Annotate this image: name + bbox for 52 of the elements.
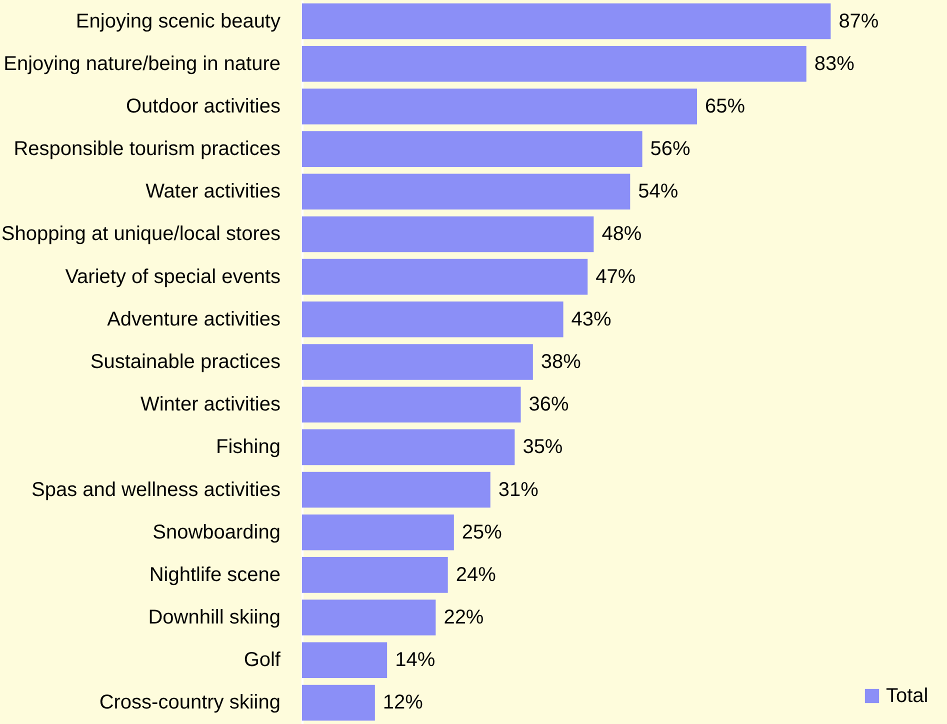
y-tick-label: Outdoor activities — [126, 95, 280, 118]
y-tick-label: Sustainable practices — [90, 351, 280, 373]
bar — [302, 174, 630, 210]
bar — [302, 386, 521, 422]
y-tick-label: Golf — [244, 649, 281, 672]
bar — [302, 302, 564, 338]
data-label: 83% — [814, 52, 855, 75]
y-tick-label: Variety of special events — [65, 266, 280, 288]
data-label: 65% — [704, 95, 746, 118]
bar — [302, 3, 831, 40]
bar — [302, 46, 806, 82]
y-tick-label: Snowboarding — [152, 521, 280, 544]
data-label: 38% — [540, 351, 582, 373]
bar — [302, 88, 697, 124]
y-tick-label: Cross-country skiing — [99, 692, 280, 714]
data-label: 25% — [462, 521, 502, 544]
y-tick-label: Nightlife scene — [149, 564, 280, 586]
data-label: 24% — [456, 564, 496, 586]
data-label: 43% — [571, 308, 612, 330]
data-label: 54% — [638, 180, 678, 203]
bar — [302, 131, 642, 167]
bar — [302, 514, 454, 550]
y-tick-label: Enjoying nature/being in nature — [4, 52, 280, 75]
bar — [302, 216, 594, 252]
y-tick-label: Water activities — [146, 180, 280, 203]
bar — [302, 429, 515, 466]
bar — [302, 258, 588, 295]
bar — [302, 600, 436, 636]
data-label: 14% — [395, 649, 436, 672]
y-tick-label: Adventure activities — [107, 308, 280, 330]
y-tick-label: Enjoying scenic beauty — [76, 10, 280, 32]
data-label: 36% — [528, 394, 570, 416]
y-tick-label: Fishing — [216, 436, 280, 458]
y-tick-label: Winter activities — [140, 394, 280, 416]
data-label: 87% — [838, 10, 879, 32]
bar — [302, 472, 490, 508]
data-label: 47% — [596, 266, 636, 288]
bar — [302, 684, 375, 721]
legend-label: Total — [886, 685, 928, 707]
bar — [302, 642, 388, 678]
data-label: 31% — [498, 478, 539, 501]
data-label: 48% — [602, 223, 642, 246]
data-label: 12% — [382, 692, 424, 714]
y-tick-label: Downhill skiing — [148, 606, 280, 629]
bar — [302, 344, 533, 380]
data-label: 35% — [522, 436, 563, 458]
y-tick-label: Spas and wellness activities — [31, 478, 280, 501]
y-tick-label: Shopping at unique/local stores — [1, 223, 280, 246]
bar — [302, 557, 448, 593]
data-label: 56% — [650, 138, 691, 160]
data-label: 22% — [444, 606, 484, 629]
y-tick-label: Responsible tourism practices — [14, 138, 280, 160]
